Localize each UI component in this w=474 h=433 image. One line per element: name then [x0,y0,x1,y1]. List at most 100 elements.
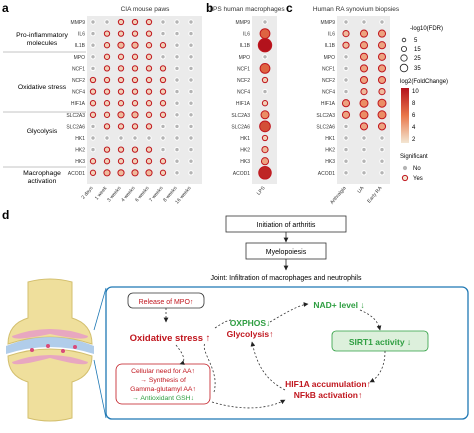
cellular-need-text: Cellular need for AA↑ [131,368,195,375]
dot-a-mmp9-5 [160,19,166,25]
dot-a-slc2a3-4 [145,111,153,118]
dot-a-hk3-7 [188,158,194,164]
dot-c-mpo-2 [377,52,387,61]
dot-a-mpo-4 [145,53,153,60]
gene-label-slc2a3: SLC2A3 [66,113,85,119]
dot-a-il6-6 [174,30,180,37]
dot-a-hif1a-6 [174,100,180,106]
dot-a-hk1-0 [90,135,96,141]
dot-a-mpo-7 [188,54,194,60]
dot-a-mmp9-1 [104,19,110,25]
legend-sig-no-label: No [413,166,421,172]
dot-a-ncf2-7 [188,77,194,83]
dot-a-il6-3 [131,30,139,37]
gene-label-il6: IL6 [78,32,85,38]
dot-a-ncf1-4 [145,65,153,72]
synthesis-text-l2: Gamma-glutamyl AA↑ [130,386,196,393]
group-label-oxidative: Oxidative stress [18,84,67,91]
dot-a-slc2a6-1 [103,123,111,130]
dot-a-mmp9-7 [188,19,194,25]
dot-a-mmp9-4 [145,18,153,26]
dot-c-hif1a-0 [341,99,351,108]
dot-a-hk2-1 [103,146,111,153]
dot-c-ncf4-0 [343,88,349,95]
dot-a-ncf1-6 [174,65,180,72]
dot-a-hif1a-5 [159,100,167,107]
hif1a-text: HIF1A accumulation↑ [285,379,371,389]
gene-label-mpo: MPO [324,55,336,61]
dot-a-hk2-3 [131,146,139,153]
dot-a-il6-5 [160,30,166,37]
dot-a-il1b-4 [145,42,153,49]
dot-a-ncf4-6 [174,88,180,95]
gene-label-acod1: ACOD1 [318,171,335,177]
dot-a-ncf4-5 [159,88,167,95]
dot-a-mpo-5 [160,54,166,60]
dot-c-hif1a-1 [359,98,369,108]
dot-a-il1b-3 [131,41,139,49]
gene-label-ncf1: NCF1 [72,66,85,72]
dot-a-hif1a-1 [103,100,111,107]
dot-a-hk1-7 [188,135,194,141]
dotted-arrow [175,344,185,365]
dot-a-slc2a3-0 [89,111,97,118]
dot-c-hk2-1 [361,146,367,153]
dot-c-acod1-1 [361,170,367,176]
x-tick-label: LPS [256,185,267,197]
dot-b-slc2a6-0 [259,120,271,133]
legend-size-label: 15 [414,47,421,53]
dot-c-hk2-2 [379,146,385,153]
gene-label-hk3: HK3 [325,159,335,165]
dot-a-slc2a3-3 [131,111,139,119]
dot-c-il6-1 [359,29,369,38]
x-tick-label: Arthralgia [329,185,347,205]
dot-a-il1b-0 [90,42,96,48]
gene-label-slc2a3: SLC2A3 [231,113,250,119]
gene-label-ncf1: NCF1 [237,66,250,72]
legend-sig-yes-label: Yes [413,176,423,182]
x-tick-label: UA [356,185,365,195]
zoom-line [93,287,107,331]
x-tick-label: Early RA [366,185,384,204]
gene-label-ncf4: NCF4 [72,90,85,96]
dot-b-mpo-0 [262,54,268,60]
legend-size-title: -log10(FDR) [410,26,443,32]
dot-plots: MMP9 IL6 IL1B MPO NCF1 NCF2 NCF4 HIF1A SLC2A3 SLC… [66,18,387,206]
dot-a-mmp9-3 [131,18,139,26]
sirt1-text: SIRT1 activity ↓ [349,337,411,347]
dot-a-acod1-2 [117,169,125,177]
legend-color-tick: 4 [412,125,416,131]
dot-c-hk3-1 [361,158,367,164]
nfkb-text: NFkB activation↑ [294,390,363,400]
panel-letter-a: a [2,1,9,15]
dot-c-hk1-2 [379,135,385,141]
dot-a-ncf2-6 [174,77,180,83]
dot-a-mpo-0 [90,54,96,60]
antioxidant-text: → Antioxidant GSH↓ [132,395,194,402]
dot-a-slc2a3-6 [174,112,180,118]
dot-a-mmp9-6 [174,19,180,25]
dot-c-hk1-0 [343,135,349,141]
upper-bone-icon [7,278,93,345]
dot-a-ncf4-3 [131,88,139,95]
dot-a-ncf4-7 [188,88,194,95]
dot-a-mmp9-0 [90,19,96,25]
immune-cell-icon [61,349,65,353]
dot-a-hk3-2 [117,158,125,165]
gene-label-hif1a: HIF1A [71,101,86,107]
dot-a-slc2a3-1 [103,111,111,118]
dot-a-ncf1-5 [159,65,167,72]
legend-sig-title: Significant [400,154,428,160]
gene-label-ncf4: NCF4 [322,90,335,96]
x-tick-label: 2 days [80,185,94,201]
dot-a-il1b-7 [188,42,194,48]
gene-label-ncf2: NCF2 [322,78,335,84]
dot-c-slc2a6-0 [343,123,349,130]
dot-a-mpo-3 [131,53,139,60]
gene-label-il1b: IL1B [75,43,86,49]
dot-a-il6-0 [90,30,96,37]
dot-a-slc2a6-4 [145,123,153,130]
dot-b-hk2-0 [261,146,269,154]
gene-label-mmp9: MMP9 [236,20,251,26]
dot-a-ncf2-0 [89,76,97,84]
